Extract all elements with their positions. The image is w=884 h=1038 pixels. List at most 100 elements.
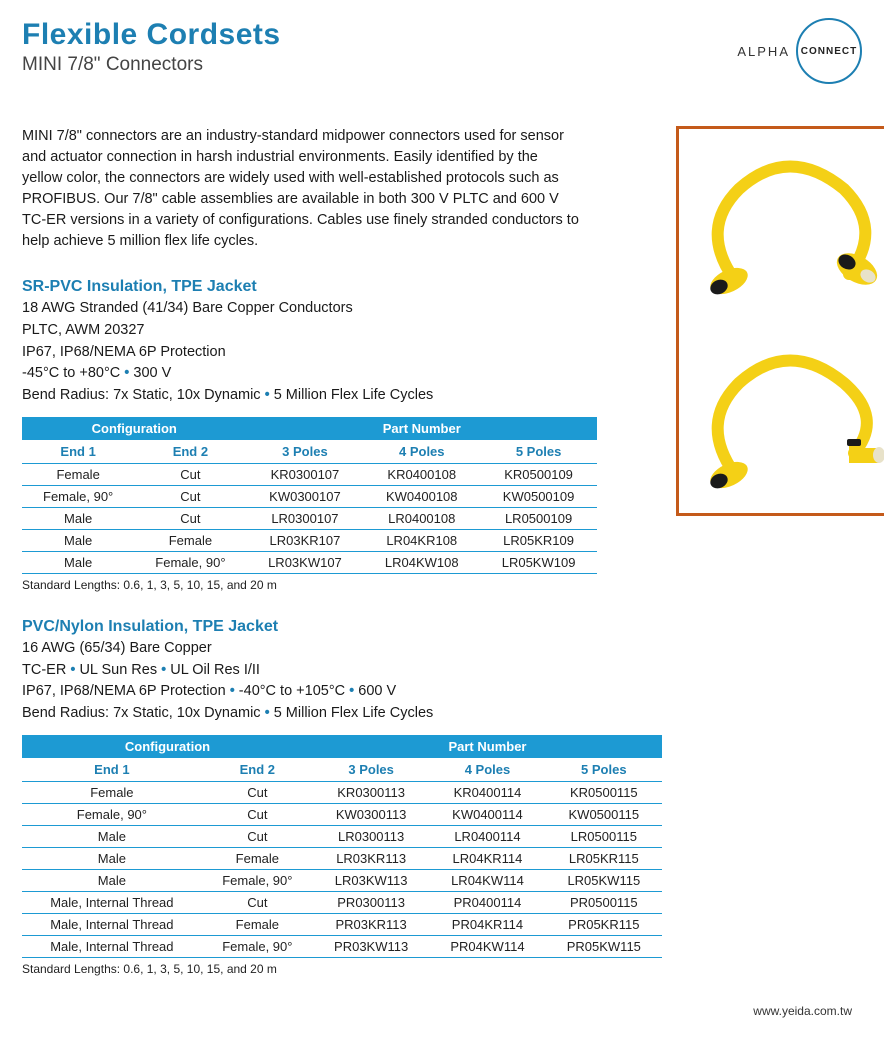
- table-cell: Female, 90°: [202, 935, 313, 957]
- table-row: Male, Internal ThreadFemalePR03KR113PR04…: [22, 913, 662, 935]
- table-cell: Male, Internal Thread: [22, 935, 202, 957]
- table-group-header: Configuration: [22, 417, 247, 440]
- section2-footnote: Standard Lengths: 0.6, 1, 3, 5, 10, 15, …: [22, 962, 662, 976]
- table-cell: PR03KR113: [313, 913, 429, 935]
- section2-table: Configuration Part Number End 1End 23 Po…: [22, 735, 662, 958]
- table-column-header: 4 Poles: [363, 440, 480, 464]
- section2-heading: PVC/Nylon Insulation, TPE Jacket: [22, 618, 662, 636]
- page-title: Flexible Cordsets: [22, 18, 281, 52]
- table-cell: Cut: [202, 803, 313, 825]
- table-cell: LR03KW113: [313, 869, 429, 891]
- table-cell: Male: [22, 869, 202, 891]
- table-cell: Cut: [202, 891, 313, 913]
- table-cell: Cut: [134, 507, 246, 529]
- table-group-header: Configuration: [22, 735, 313, 758]
- table-row: FemaleCutKR0300107KR0400108KR0500109: [22, 463, 597, 485]
- table-cell: LR0500109: [480, 507, 597, 529]
- table-column-header: End 2: [134, 440, 246, 464]
- spec-line: Bend Radius: 7x Static, 10x Dynamic • 5 …: [22, 385, 662, 407]
- section1-specs: 18 AWG Stranded (41/34) Bare Copper Cond…: [22, 298, 662, 407]
- table-row: Female, 90°CutKW0300107KW0400108KW050010…: [22, 485, 597, 507]
- logo-connect-text: CONNECT: [801, 46, 857, 57]
- table-row: FemaleCutKR0300113KR0400114KR0500115: [22, 781, 662, 803]
- table-cell: Male, Internal Thread: [22, 913, 202, 935]
- table-cell: KW0500109: [480, 485, 597, 507]
- table-cell: Female, 90°: [202, 869, 313, 891]
- table-cell: LR0500115: [546, 825, 662, 847]
- table-cell: Cut: [202, 781, 313, 803]
- table-cell: Male: [22, 529, 134, 551]
- cable-straight-icon: [689, 149, 884, 299]
- table-cell: LR05KW109: [480, 551, 597, 573]
- table-cell: LR03KW107: [247, 551, 364, 573]
- table-cell: LR05KR109: [480, 529, 597, 551]
- section1-table: Configuration Part Number End 1End 23 Po…: [22, 417, 597, 574]
- section1-heading: SR-PVC Insulation, TPE Jacket: [22, 278, 662, 296]
- table-cell: PR04KR114: [429, 913, 545, 935]
- table-group-header: Part Number: [247, 417, 597, 440]
- table-cell: Female, 90°: [22, 485, 134, 507]
- spec-line: TC-ER • UL Sun Res • UL Oil Res I/II: [22, 660, 662, 682]
- table-cell: KW0300113: [313, 803, 429, 825]
- table-cell: PR05KW115: [546, 935, 662, 957]
- table-cell: Female: [134, 529, 246, 551]
- table-cell: KW0400114: [429, 803, 545, 825]
- table-cell: KW0300107: [247, 485, 364, 507]
- table-cell: LR05KW115: [546, 869, 662, 891]
- table-cell: LR05KR115: [546, 847, 662, 869]
- table-column-header: 5 Poles: [480, 440, 597, 464]
- table-cell: PR0300113: [313, 891, 429, 913]
- table-cell: Female: [202, 913, 313, 935]
- table-row: MaleFemale, 90°LR03KW107LR04KW108LR05KW1…: [22, 551, 597, 573]
- table-cell: Female: [22, 463, 134, 485]
- logo-alpha-text: ALPHA: [737, 44, 790, 59]
- cable-rightangle-icon: [689, 343, 884, 493]
- table-cell: LR03KR107: [247, 529, 364, 551]
- table-column-header: 4 Poles: [429, 758, 545, 782]
- table-cell: Female: [22, 781, 202, 803]
- table-row: MaleCutLR0300113LR0400114LR0500115: [22, 825, 662, 847]
- table-cell: KR0400114: [429, 781, 545, 803]
- spec-line: IP67, IP68/NEMA 6P Protection • -40°C to…: [22, 681, 662, 703]
- table-cell: Male, Internal Thread: [22, 891, 202, 913]
- table-group-header: Part Number: [313, 735, 662, 758]
- table-cell: Cut: [134, 485, 246, 507]
- table-row: Female, 90°CutKW0300113KW0400114KW050011…: [22, 803, 662, 825]
- table-cell: LR04KR108: [363, 529, 480, 551]
- intro-paragraph: MINI 7/8" connectors are an industry-sta…: [22, 126, 582, 252]
- table-cell: PR04KW114: [429, 935, 545, 957]
- table-cell: KW0500115: [546, 803, 662, 825]
- spec-line: Bend Radius: 7x Static, 10x Dynamic • 5 …: [22, 703, 662, 725]
- product-image-box: [676, 126, 884, 516]
- table-cell: Female, 90°: [22, 803, 202, 825]
- table-column-header: End 1: [22, 758, 202, 782]
- table-column-header: End 2: [202, 758, 313, 782]
- table-row: Male, Internal ThreadCutPR0300113PR04001…: [22, 891, 662, 913]
- table-cell: Cut: [202, 825, 313, 847]
- table-cell: Male: [22, 825, 202, 847]
- table-cell: PR03KW113: [313, 935, 429, 957]
- table-cell: LR04KW108: [363, 551, 480, 573]
- spec-line: 18 AWG Stranded (41/34) Bare Copper Cond…: [22, 298, 662, 320]
- table-row: MaleFemaleLR03KR107LR04KR108LR05KR109: [22, 529, 597, 551]
- table-cell: Male: [22, 847, 202, 869]
- table-column-header: 3 Poles: [313, 758, 429, 782]
- table-cell: KR0500109: [480, 463, 597, 485]
- table-row: MaleFemaleLR03KR113LR04KR114LR05KR115: [22, 847, 662, 869]
- table-cell: PR05KR115: [546, 913, 662, 935]
- table-column-header: End 1: [22, 440, 134, 464]
- table-column-header: 5 Poles: [546, 758, 662, 782]
- footer-url: www.yeida.com.tw: [22, 1004, 862, 1018]
- table-cell: KW0400108: [363, 485, 480, 507]
- table-cell: Male: [22, 507, 134, 529]
- table-cell: LR0300107: [247, 507, 364, 529]
- table-row: MaleCutLR0300107LR0400108LR0500109: [22, 507, 597, 529]
- table-cell: Cut: [134, 463, 246, 485]
- table-cell: LR04KR114: [429, 847, 545, 869]
- table-cell: LR0400108: [363, 507, 480, 529]
- table-cell: KR0300107: [247, 463, 364, 485]
- table-cell: PR0500115: [546, 891, 662, 913]
- table-column-header: 3 Poles: [247, 440, 364, 464]
- brand-logo: ALPHA CONNECT: [737, 18, 862, 84]
- spec-line: 16 AWG (65/34) Bare Copper: [22, 638, 662, 660]
